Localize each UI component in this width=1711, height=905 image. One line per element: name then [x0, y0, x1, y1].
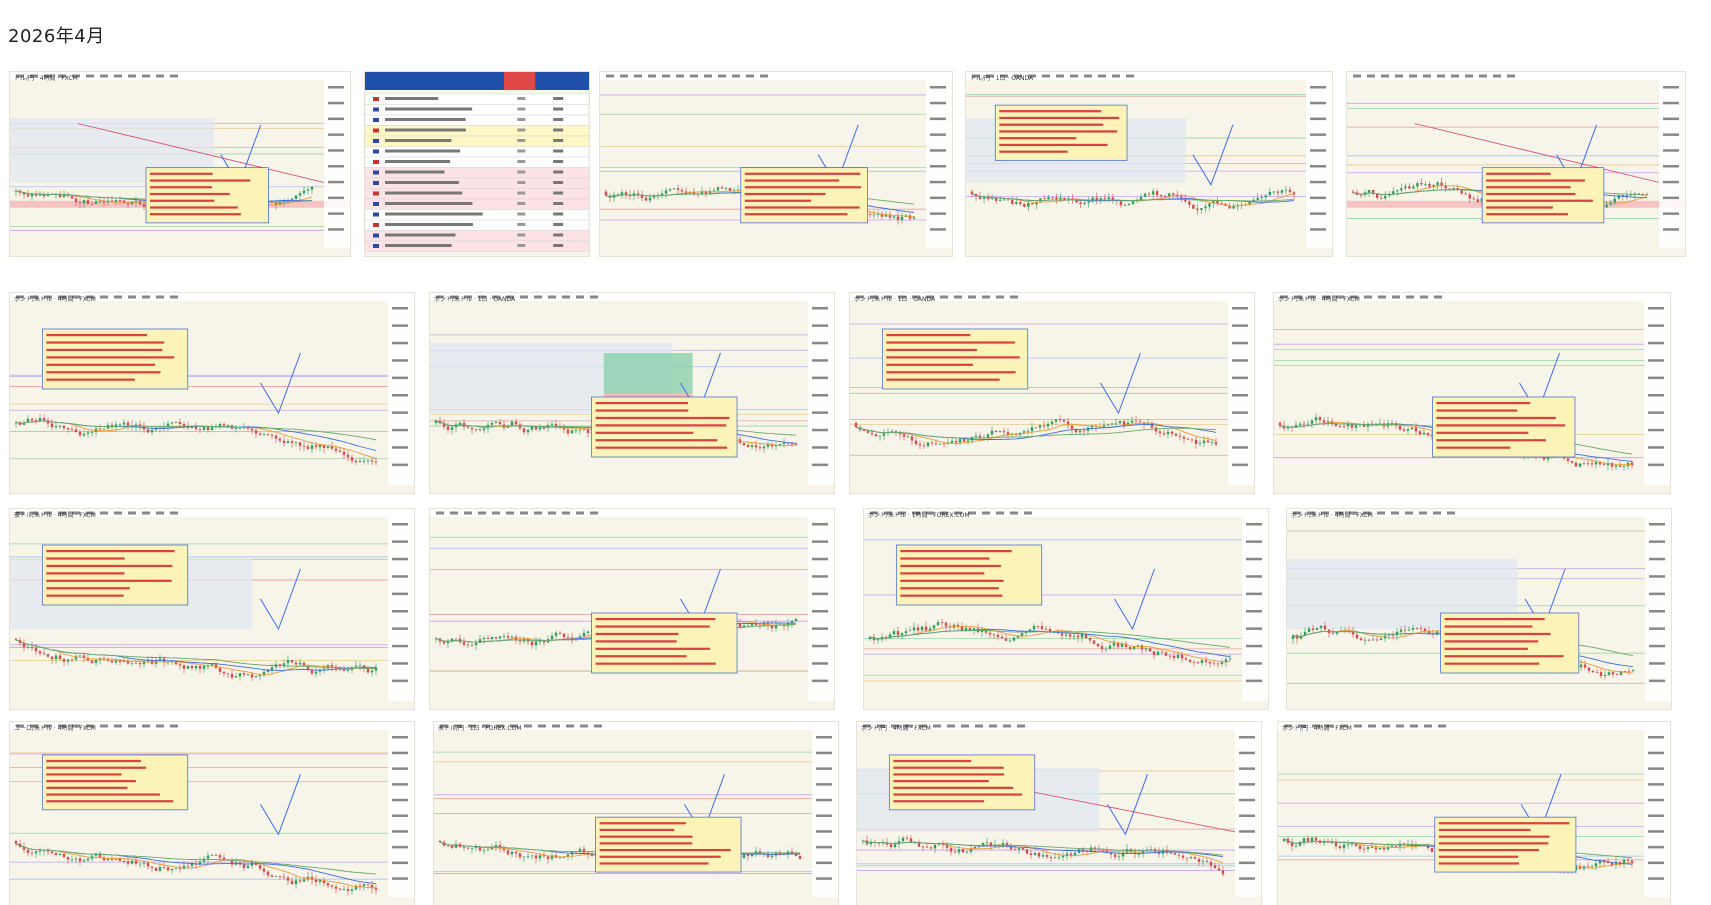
chart-image: [430, 509, 834, 701]
chart-caption: ポンド/米ドル · 1日 · OANDA: [854, 296, 936, 303]
chart-caption: ポンド/米ドル · 1時間 · FOREX.COM: [868, 512, 970, 519]
chart-image: [1287, 509, 1671, 701]
chart-thumbnail[interactable]: 米ドル/円 · 1日 · FOREX.COM: [434, 722, 838, 905]
chart-image: [966, 72, 1332, 248]
chart-thumbnail[interactable]: ポンド/米ドル · 4時間 · FXCM: [10, 293, 414, 493]
chart-image: [434, 722, 838, 897]
chart-toolbar: [1278, 722, 1670, 730]
chart-caption: ポンド/円 · 4時間 · FXCM: [1282, 725, 1352, 732]
chart-thumbnail[interactable]: ポンド/米ドル · 4時間 · FXCM: [1274, 293, 1670, 493]
chart-toolbar: [10, 293, 414, 301]
chart-image: [857, 722, 1261, 897]
chart-thumbnail[interactable]: ポンド/米ドル · 4時間 · FXCM: [1287, 509, 1671, 709]
chart-image: [850, 293, 1254, 485]
chart-image: [1347, 72, 1685, 248]
chart-thumbnail[interactable]: ポンド/米ドル · 1日 · OANDA: [850, 293, 1254, 493]
chart-thumbnail[interactable]: [365, 72, 589, 256]
chart-toolbar: [850, 293, 1254, 301]
chart-caption: ポンド/米ドル · 1日 · OANDA: [434, 296, 516, 303]
table-header: [365, 72, 589, 90]
chart-thumbnail[interactable]: [1347, 72, 1685, 256]
chart-toolbar: [434, 722, 838, 730]
chart-image: [365, 72, 589, 252]
chart-thumbnail[interactable]: ポンド/米ドル · 1時間 · FOREX.COM: [864, 509, 1268, 709]
chart-image: [10, 72, 350, 248]
chart-caption: ドル/円 · 1日 · OANDA: [970, 75, 1034, 82]
chart-toolbar: [10, 722, 414, 730]
chart-image: [430, 293, 834, 485]
chart-image: [600, 72, 952, 248]
chart-toolbar: [10, 72, 350, 80]
chart-image: [10, 722, 414, 897]
chart-caption: ポンド/米ドル · 4時間 · FXCM: [1291, 512, 1373, 519]
chart-thumbnail[interactable]: ユーロ/米ドル · 4時間 · FXCM: [10, 722, 414, 905]
chart-toolbar: [1347, 72, 1685, 80]
chart-caption: ユーロ/米ドル · 4時間 · FXCM: [14, 725, 96, 732]
table-row: [365, 240, 589, 252]
chart-caption: ポンド/米ドル · 4時間 · FXCM: [14, 296, 96, 303]
chart-thumbnail[interactable]: 豪ドル/米ドル · 4時間 · FXCM: [10, 509, 414, 709]
chart-thumbnail[interactable]: ポンド/円 · 4時間 · FXCM: [1278, 722, 1670, 905]
chart-image: [10, 293, 414, 485]
chart-image: [10, 509, 414, 701]
chart-thumbnail[interactable]: [600, 72, 952, 256]
chart-image: [864, 509, 1268, 701]
chart-thumbnail[interactable]: [430, 509, 834, 709]
chart-toolbar: [10, 509, 414, 517]
chart-thumbnail[interactable]: ポンド/米ドル · 1日 · OANDA: [430, 293, 834, 493]
chart-toolbar: [966, 72, 1332, 80]
chart-image: [1278, 722, 1670, 897]
chart-thumbnail[interactable]: ドル/円 · 1日 · OANDA: [966, 72, 1332, 256]
chart-toolbar: [1274, 293, 1670, 301]
chart-toolbar: [864, 509, 1268, 517]
chart-image: [1274, 293, 1670, 485]
chart-caption: 豪ドル/米ドル · 4時間 · FXCM: [14, 512, 96, 519]
chart-toolbar: [600, 72, 952, 80]
chart-toolbar: [430, 293, 834, 301]
chart-caption: ポンド/米ドル · 4時間 · FXCM: [1278, 296, 1360, 303]
chart-toolbar: [857, 722, 1261, 730]
chart-toolbar: [430, 509, 834, 517]
chart-caption: ポンド/円 · 4時間 · FXCM: [861, 725, 931, 732]
chart-caption: ドル/円 · 4時間 · FXCM: [14, 75, 78, 82]
chart-thumbnail[interactable]: ドル/円 · 4時間 · FXCM: [10, 72, 350, 256]
chart-caption: 米ドル/円 · 1日 · FOREX.COM: [438, 725, 522, 732]
chart-thumbnail[interactable]: ポンド/円 · 4時間 · FXCM: [857, 722, 1261, 905]
page-title: 2026年4月: [8, 26, 105, 47]
chart-toolbar: [1287, 509, 1671, 517]
